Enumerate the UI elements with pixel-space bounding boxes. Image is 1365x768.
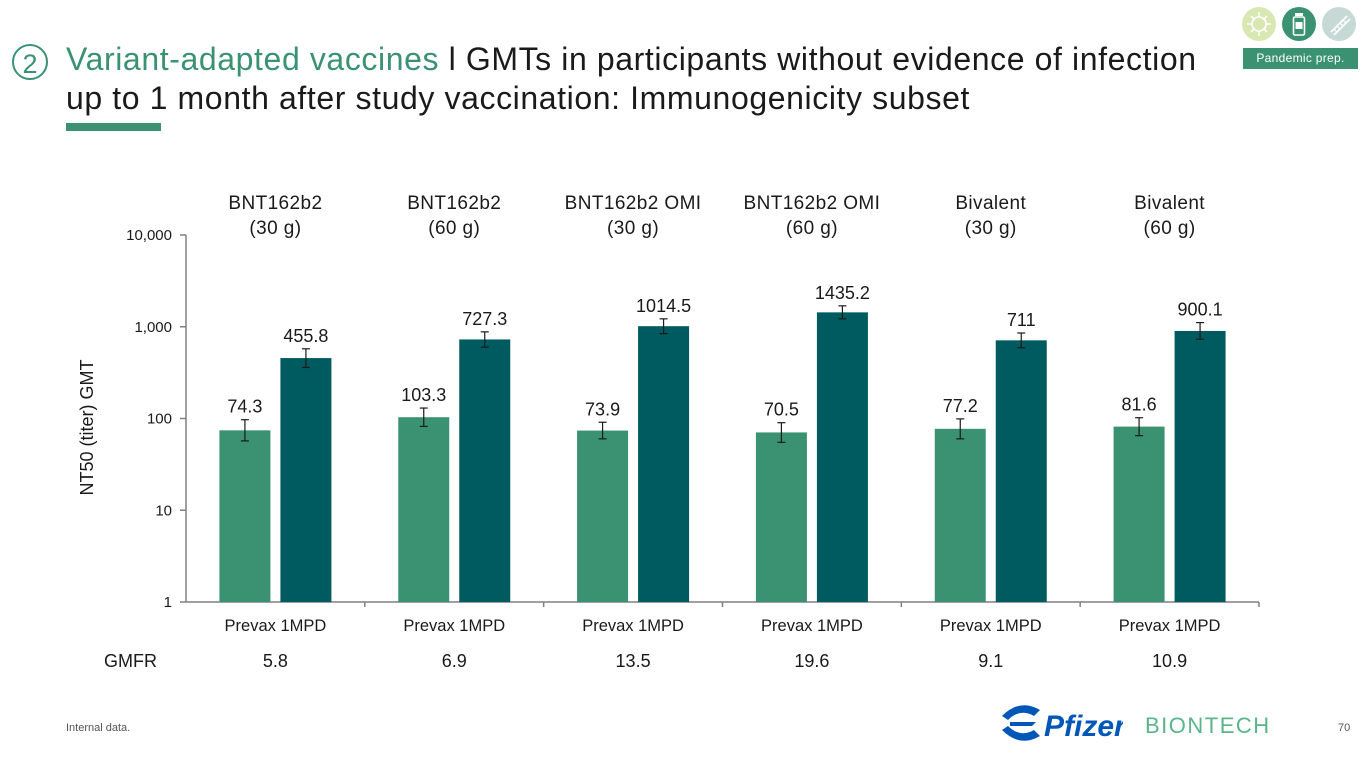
data-label: 70.5 (764, 400, 799, 420)
data-label: 81.6 (1122, 395, 1157, 415)
data-label: 77.2 (943, 396, 978, 416)
group-header-dose: (60 g) (786, 218, 838, 239)
group-header-name: Bivalent (955, 193, 1026, 214)
group-header-name: BNT162b2 OMI (744, 193, 881, 214)
gmfr-row-label: GMFR (104, 651, 157, 671)
group-header-dose: (30 g) (965, 218, 1017, 239)
bar (816, 312, 868, 602)
title-underline (66, 123, 161, 131)
pfizer-logo: Pfizer (998, 698, 1128, 755)
data-label: 1435.2 (815, 283, 870, 303)
pfizer-logo-text: Pfizer (1044, 710, 1123, 743)
y-tick-label: 10,000 (126, 227, 172, 244)
y-tick-label: 1 (164, 594, 172, 611)
bar (219, 430, 271, 602)
data-label: 711 (1007, 310, 1036, 330)
gmfr-value: 19.6 (794, 651, 829, 671)
y-tick-label: 100 (147, 411, 172, 428)
gmfr-value: 9.1 (978, 651, 1003, 671)
gmfr-value: 10.9 (1152, 651, 1187, 671)
group-header-dose: (30 g) (249, 218, 301, 239)
bar (755, 432, 807, 602)
bar (1174, 330, 1226, 602)
section-number-badge: 2 (12, 44, 48, 80)
page-title: Variant-adapted vaccines l GMTs in parti… (66, 40, 1236, 118)
biontech-logo-text: BIONTECH (1145, 713, 1271, 738)
y-tick-label: 10 (155, 502, 172, 519)
data-label: 103.3 (401, 385, 446, 405)
group-header-name: BNT162b2 OMI (565, 193, 702, 214)
group-header-name: BNT162b2 (228, 193, 322, 214)
title-rest: l GMTs in participants without evidence … (66, 41, 1197, 116)
title-accent: Variant-adapted vaccines (66, 41, 440, 77)
data-label: 455.8 (283, 326, 328, 346)
data-label: 74.3 (227, 397, 262, 417)
bar (280, 358, 332, 602)
gmfr-value: 13.5 (616, 651, 651, 671)
group-header-dose: (60 g) (428, 218, 480, 239)
x-category-label: Prevax 1MPD (761, 617, 863, 635)
page-number: 70 (1338, 722, 1351, 734)
gmfr-value: 5.8 (263, 651, 288, 671)
bar (398, 417, 450, 602)
x-category-label: Prevax 1MPD (1119, 617, 1221, 635)
x-category-label: Prevax 1MPD (403, 617, 505, 635)
data-label: 727.3 (462, 309, 507, 329)
virus-icon (1242, 7, 1276, 41)
bar (459, 339, 511, 602)
bar (1113, 426, 1165, 602)
bar (934, 428, 986, 602)
y-axis-label: NT50 (titer) GMT (77, 359, 97, 495)
bar (577, 430, 629, 602)
data-label: 900.1 (1178, 300, 1223, 320)
x-category-label: Prevax 1MPD (582, 617, 684, 635)
y-tick-label: 1,000 (134, 319, 172, 336)
gmfr-value: 6.9 (442, 651, 467, 671)
biontech-logo: BIONTECH (1145, 712, 1305, 743)
group-header-dose: (60 g) (1144, 218, 1196, 239)
dna-icon (1322, 7, 1356, 41)
group-header-name: BNT162b2 (407, 193, 501, 214)
group-header-dose: (30 g) (607, 218, 659, 239)
x-category-label: Prevax 1MPD (940, 617, 1042, 635)
group-header-name: Bivalent (1134, 193, 1205, 214)
data-label: 1014.5 (636, 296, 691, 316)
data-label: 73.9 (585, 399, 620, 419)
gmt-bar-chart: 1 10 100 1,000 10,000 NT50 (titer) GMT GMFR BNT… (77, 193, 1260, 671)
vaccine-vial-icon (1282, 7, 1316, 41)
bar (638, 326, 690, 602)
pandemic-prep-badge: Pandemic prep. (1243, 48, 1358, 69)
bar (995, 340, 1047, 602)
footnote: Internal data. (66, 722, 131, 734)
x-category-label: Prevax 1MPD (225, 617, 327, 635)
